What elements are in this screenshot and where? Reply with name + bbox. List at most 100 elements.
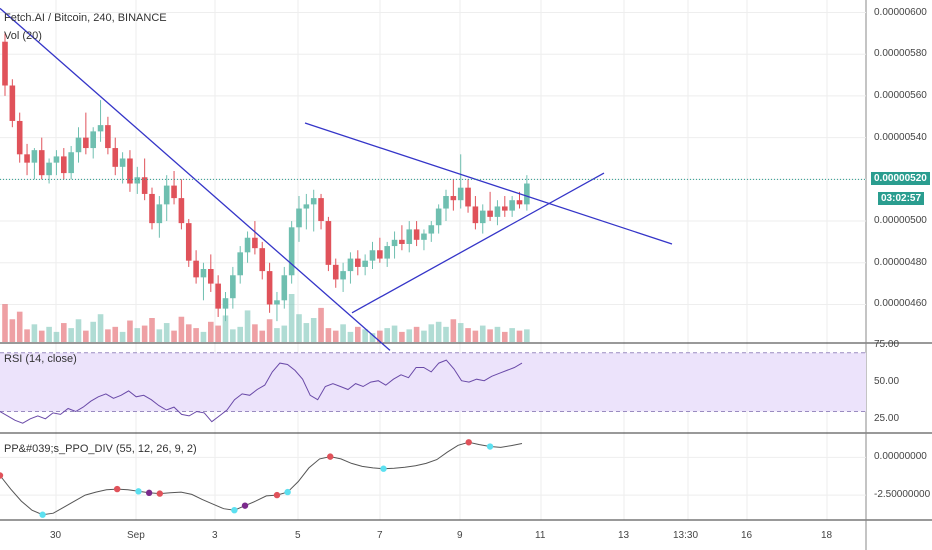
volume-bar <box>208 321 214 342</box>
volume-bar <box>215 325 221 342</box>
volume-bar <box>303 323 310 342</box>
price-tick-label: 0.00000480 <box>874 256 927 268</box>
price-tick-label: 0.00000580 <box>874 48 927 60</box>
volume-bar <box>384 328 390 342</box>
candle-body <box>185 223 192 261</box>
volume-bar <box>259 330 266 342</box>
candle-body <box>502 206 508 211</box>
volume-bar <box>178 316 185 342</box>
volume-bar <box>9 319 16 342</box>
candle-body <box>163 185 170 205</box>
candle-body <box>443 196 449 209</box>
volume-bar <box>46 326 52 342</box>
candle-body <box>105 125 111 149</box>
volume-bar <box>200 331 207 342</box>
candle-body <box>516 200 523 205</box>
volume-bar <box>230 329 236 342</box>
volume-bar <box>421 330 427 342</box>
candle-body <box>68 152 74 174</box>
volume-bar <box>61 323 67 342</box>
volume-bar <box>119 331 126 342</box>
candle-body <box>332 264 339 280</box>
volume-bar <box>325 328 332 342</box>
candle-body <box>90 131 96 149</box>
ppo-divergence-marker <box>273 491 281 499</box>
time-tick-label: 11 <box>535 530 546 541</box>
candle-body <box>97 125 104 132</box>
candle-body <box>200 269 207 278</box>
candle-body <box>193 260 199 278</box>
price-tick-label: 0.00000500 <box>874 215 927 227</box>
volume-bar <box>274 328 280 342</box>
ppo-divergence-marker <box>113 485 121 493</box>
volume-bar <box>399 331 405 342</box>
ppo-divergence-marker <box>465 439 472 446</box>
volume-bar <box>487 329 493 342</box>
time-tick-label: 16 <box>741 530 753 541</box>
volume-bar <box>156 329 163 342</box>
candle-body <box>377 250 383 259</box>
time-tick-label: 18 <box>821 530 833 541</box>
countdown-tag: 03:02:57 <box>878 192 925 206</box>
volume-bar <box>2 304 8 342</box>
price-tick-label: 0.00000540 <box>874 131 927 143</box>
volume-bar <box>443 326 449 342</box>
time-tick-label: 13 <box>618 530 630 541</box>
volume-label: Vol (20) <box>4 30 42 42</box>
time-tick-label: 3 <box>212 530 218 541</box>
volume-bar <box>193 328 199 342</box>
ppo-divergence-marker <box>327 453 334 460</box>
candle-body <box>31 150 38 163</box>
candle-body <box>369 250 376 261</box>
candle-body <box>156 204 163 224</box>
price-tick-label: 0.00000460 <box>874 298 927 310</box>
candle-body <box>16 120 23 155</box>
candle-body <box>325 221 332 265</box>
candle-body <box>450 196 457 201</box>
volume-bar <box>413 326 420 342</box>
volume-bar <box>105 329 111 342</box>
candle-body <box>296 208 302 228</box>
candle-body <box>252 237 258 249</box>
volume-bar <box>83 330 89 342</box>
volume-bar <box>406 329 413 342</box>
candle-body <box>9 85 16 121</box>
trendline-1 <box>304 122 673 245</box>
last-price-tag: 0.00000520 <box>871 172 930 186</box>
candle-body <box>303 204 310 209</box>
candle-body <box>310 198 317 205</box>
candle-body <box>362 260 368 267</box>
candle-body <box>53 156 60 163</box>
candle-body <box>421 233 427 240</box>
candle-body <box>2 41 8 86</box>
volume-bar <box>141 325 148 342</box>
time-tick-label: 13:30 <box>673 530 699 541</box>
candle-body <box>472 206 479 224</box>
volume-bar <box>369 333 376 342</box>
time-tick-label: 5 <box>295 530 301 541</box>
candle-body <box>38 150 45 176</box>
volume-bar <box>244 310 251 342</box>
volume-bar <box>127 320 133 342</box>
candle-body <box>391 239 398 247</box>
candle-body <box>384 246 390 259</box>
volume-bar <box>163 323 170 342</box>
volume-bar <box>134 328 141 342</box>
volume-bar <box>68 328 74 342</box>
volume-bar <box>355 326 361 342</box>
candle-body <box>112 148 119 167</box>
ppo-divergence-marker <box>231 506 238 514</box>
candle-body <box>46 162 52 176</box>
volume-bar <box>149 318 155 342</box>
volume-bar <box>377 330 383 342</box>
candle-body <box>171 185 177 199</box>
candle-body <box>428 225 435 234</box>
volume-bar <box>465 328 471 342</box>
ppo-series-line <box>0 441 523 516</box>
volume-bar <box>509 328 515 342</box>
volume-bar <box>185 324 192 342</box>
ppo-tick-label: 0.00000000 <box>874 451 927 463</box>
rsi-band <box>0 352 866 412</box>
rsi-tick-label: 25.00 <box>874 412 900 424</box>
